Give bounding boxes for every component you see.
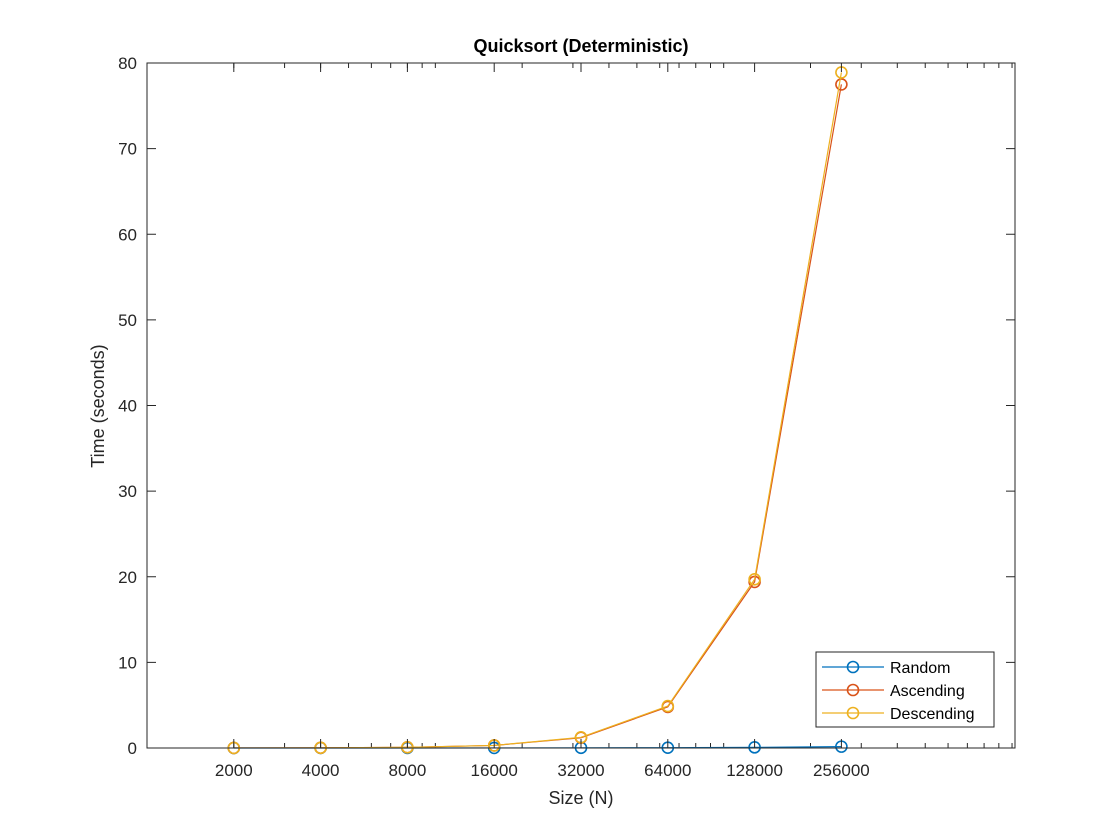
- x-tick-label: 256000: [813, 761, 870, 780]
- y-tick-label: 30: [118, 482, 137, 501]
- x-axis: 2000 4000 8000 16000 32000 64000 128000 256000: [215, 63, 870, 780]
- plot-area: [147, 63, 1015, 748]
- data-point: [748, 573, 761, 586]
- x-tick-label: 8000: [388, 761, 426, 780]
- x-tick-label: 64000: [644, 761, 691, 780]
- y-axis: 0 10 20 30 40 50 60 70 80: [118, 54, 1015, 758]
- data-point: [835, 78, 848, 91]
- data-point: [661, 699, 675, 713]
- y-tick-label: 70: [118, 140, 137, 159]
- y-tick-label: 80: [118, 54, 137, 73]
- legend-label: Random: [890, 660, 950, 677]
- legend-marker: [846, 706, 860, 720]
- x-tick-label: 128000: [726, 761, 783, 780]
- y-axis-label: Time (seconds): [88, 344, 108, 467]
- legend: Random Ascending Descending: [815, 651, 995, 728]
- y-tick-label: 40: [118, 397, 137, 416]
- chart-title: Quicksort (Deterministic): [473, 36, 688, 56]
- x-tick-label: 2000: [215, 761, 253, 780]
- legend-label: Ascending: [890, 683, 965, 700]
- y-tick-label: 20: [118, 568, 137, 587]
- legend-marker: [846, 660, 860, 674]
- legend-marker: [846, 683, 860, 697]
- y-tick-label: 0: [128, 739, 137, 758]
- legend-label: Descending: [890, 706, 975, 723]
- y-tick-label: 50: [118, 311, 137, 330]
- y-tick-label: 10: [118, 653, 137, 672]
- x-axis-label: Size (N): [548, 788, 613, 808]
- x-tick-label: 4000: [302, 761, 340, 780]
- x-tick-label: 16000: [471, 761, 518, 780]
- y-tick-label: 60: [118, 225, 137, 244]
- x-tick-label: 32000: [557, 761, 604, 780]
